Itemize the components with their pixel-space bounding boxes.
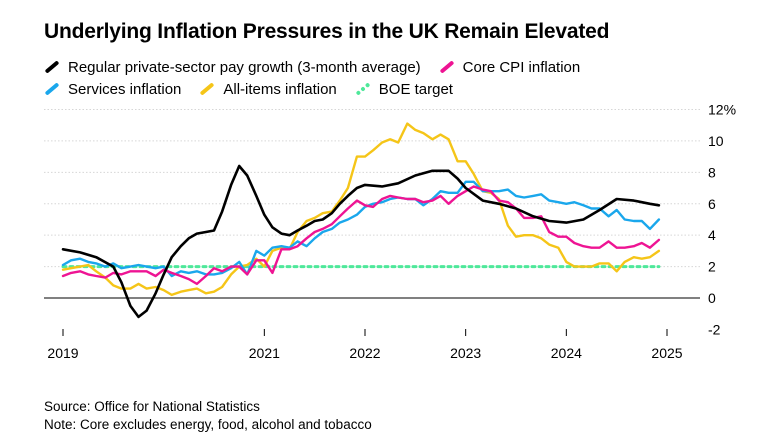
x-tick-label: 2023 — [450, 345, 481, 361]
legend-label-core-cpi: Core CPI inflation — [462, 58, 581, 76]
legend-label-services: Services inflation — [68, 80, 182, 98]
legend-label-boe-target: BOE target — [378, 80, 453, 98]
x-tick-label: 2024 — [551, 345, 582, 361]
x-tick-label: 2021 — [249, 345, 280, 361]
source-note: Source: Office for National Statistics — [44, 399, 260, 414]
y-tick-label: 0 — [708, 290, 716, 306]
legend-row-1: Regular private-sector pay growth (3-mon… — [44, 56, 764, 78]
y-axis-labels: 12% 10 8 6 4 2 0 -2 — [708, 102, 736, 338]
legend-item-services: Services inflation — [44, 81, 181, 98]
legend-item-all-items: All-items inflation — [199, 80, 337, 98]
series-lines — [61, 122, 661, 319]
legend-label-all-items: All-items inflation — [223, 80, 337, 98]
series-line-pay-growth — [61, 164, 661, 319]
x-tick-label: 2022 — [349, 345, 380, 361]
y-tick-label: 2 — [708, 259, 716, 275]
y-tick-label: 12% — [708, 102, 736, 118]
x-axis-labels: 2019 2021 2022 2023 2024 2025 — [47, 345, 682, 361]
y-tick-label: 6 — [708, 196, 716, 212]
x-tick-label: 2025 — [651, 345, 682, 361]
y-tick-label: 4 — [708, 227, 716, 243]
series-line-all-items — [61, 122, 661, 297]
legend-item-pay-growth: Regular private-sector pay growth (3-mon… — [44, 59, 421, 76]
y-tick-label: 8 — [708, 164, 716, 180]
y-tick-label: 10 — [708, 133, 724, 149]
series-line-core-cpi — [61, 185, 661, 286]
legend-row-2: Services inflation All-items inflation B… — [44, 78, 764, 100]
chart-legend: Regular private-sector pay growth (3-mon… — [44, 56, 764, 100]
y-tick-label: -2 — [708, 321, 721, 337]
legend-label-pay-growth: Regular private-sector pay growth (3-mon… — [68, 58, 421, 76]
core-note: Note: Core excludes energy, food, alcoho… — [44, 417, 372, 432]
chart-title: Underlying Inflation Pressures in the UK… — [44, 20, 610, 43]
x-tick-label: 2019 — [47, 345, 78, 361]
chart-footer: Source: Office for National Statistics N… — [44, 398, 372, 434]
x-axis-ticks — [62, 329, 668, 336]
legend-item-boe-target: BOE target — [355, 81, 453, 98]
series-line-services — [61, 180, 661, 278]
legend-item-core-cpi: Core CPI inflation — [439, 58, 581, 76]
